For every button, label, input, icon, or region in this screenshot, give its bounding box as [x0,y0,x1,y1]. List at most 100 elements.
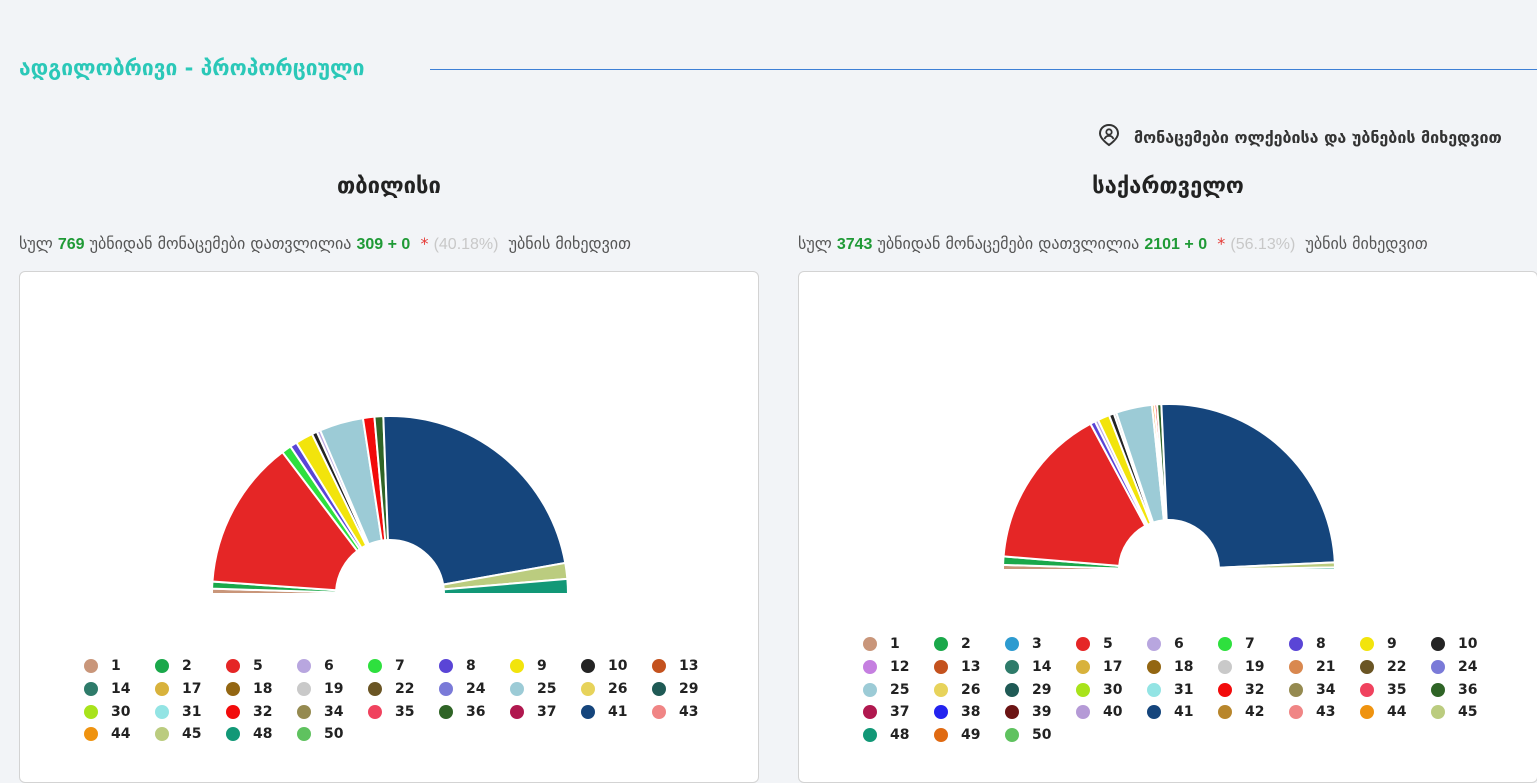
legend-item[interactable]: 35 [368,700,439,723]
legend-item[interactable]: 49 [934,724,1005,747]
chart-slice-5[interactable] [1002,422,1147,567]
legend-label: 22 [1387,659,1407,676]
legend-item[interactable]: 37 [510,700,581,723]
legend-item[interactable]: 14 [1005,656,1076,679]
legend-item[interactable]: 9 [1360,633,1431,656]
legend-item[interactable]: 40 [1076,701,1147,724]
legend-item[interactable]: 2 [155,655,226,678]
legend-item[interactable]: 21 [1289,656,1360,679]
legend-item[interactable]: 31 [155,700,226,723]
legend-item[interactable]: 10 [1431,633,1502,656]
legend-item[interactable]: 5 [226,655,297,678]
summary-counted: 2101 + 0 [1144,236,1208,253]
legend-item[interactable]: 3 [1005,633,1076,656]
legend-label: 39 [1032,704,1052,721]
legend-item[interactable]: 30 [1076,678,1147,701]
legend-item[interactable]: 43 [652,700,723,723]
summary-counted: 309 + 0 [356,236,411,253]
chart-slice-41[interactable] [1160,403,1336,569]
legend-item[interactable]: 41 [1147,701,1218,724]
summary-line: სულ 769 უბნიდან მონაცემები დათვლილია 309… [19,234,631,254]
legend-item[interactable]: 7 [368,655,439,678]
legend-color-dot [226,727,240,742]
legend-item[interactable]: 13 [934,656,1005,679]
panel-title: საქართველო [1092,174,1244,199]
legend-item[interactable]: 32 [1218,678,1289,701]
legend-color-dot [155,727,169,742]
chart-slice-41[interactable] [382,415,567,586]
legend-item[interactable]: 7 [1218,633,1289,656]
legend-item[interactable]: 6 [297,655,368,678]
legend-item[interactable]: 24 [439,678,510,701]
legend-item[interactable]: 50 [297,723,368,746]
legend-label: 19 [324,681,344,698]
legend-color-dot [84,727,98,742]
legend-item[interactable]: 1 [84,655,155,678]
legend-item[interactable]: 39 [1005,701,1076,724]
chart-slice-5[interactable] [211,450,359,592]
legend-color-dot [368,682,382,697]
legend-item[interactable]: 48 [863,724,934,747]
legend-item[interactable]: 22 [1360,656,1431,679]
legend-item[interactable]: 12 [863,656,934,679]
legend-item[interactable]: 34 [297,700,368,723]
legend-item[interactable]: 45 [155,723,226,746]
legend-item[interactable]: 5 [1076,633,1147,656]
legend-item[interactable]: 18 [1147,656,1218,679]
legend-item[interactable]: 31 [1147,678,1218,701]
legend-item[interactable]: 8 [439,655,510,678]
filter-link[interactable]: მონაცემები ოლქებისა და უბნების მიხედვით [1098,123,1502,151]
legend-item[interactable]: 19 [297,678,368,701]
legend-item[interactable]: 14 [84,678,155,701]
legend-color-dot [1431,660,1445,675]
legend-item[interactable]: 41 [581,700,652,723]
legend-label: 8 [1316,636,1326,653]
legend-color-dot [1076,637,1090,652]
legend-item[interactable]: 36 [1431,678,1502,701]
legend-color-dot [155,682,169,697]
location-pin-icon [1098,123,1120,151]
legend-item[interactable]: 10 [581,655,652,678]
legend-item[interactable]: 24 [1431,656,1502,679]
legend-item[interactable]: 8 [1289,633,1360,656]
legend-item[interactable]: 1 [863,633,934,656]
chart-slice-48[interactable] [442,577,570,595]
legend-item[interactable]: 2 [934,633,1005,656]
legend-item[interactable]: 19 [1218,656,1289,679]
legend-item[interactable]: 37 [863,701,934,724]
legend-label: 12 [890,659,910,676]
legend-label: 35 [395,703,415,720]
legend-item[interactable]: 36 [439,700,510,723]
legend-item[interactable]: 29 [1005,678,1076,701]
legend-item[interactable]: 35 [1360,678,1431,701]
legend-label: 17 [182,681,202,698]
legend-item[interactable]: 38 [934,701,1005,724]
legend-item[interactable]: 26 [581,678,652,701]
summary-star: * [420,234,429,253]
legend-item[interactable]: 17 [155,678,226,701]
chart-slice-48[interactable] [1217,566,1337,571]
legend-item[interactable]: 17 [1076,656,1147,679]
legend-item[interactable]: 32 [226,700,297,723]
legend-item[interactable]: 13 [652,655,723,678]
legend-item[interactable]: 34 [1289,678,1360,701]
legend-item[interactable]: 45 [1431,701,1502,724]
legend-label: 34 [324,703,344,720]
legend-item[interactable]: 50 [1005,724,1076,747]
legend-item[interactable]: 48 [226,723,297,746]
legend-color-dot [297,659,311,674]
legend-item[interactable]: 44 [84,723,155,746]
legend-item[interactable]: 6 [1147,633,1218,656]
legend-item[interactable]: 9 [510,655,581,678]
legend-item[interactable]: 25 [510,678,581,701]
legend-item[interactable]: 29 [652,678,723,701]
legend-item[interactable]: 44 [1360,701,1431,724]
legend-item[interactable]: 30 [84,700,155,723]
legend-item[interactable]: 26 [934,678,1005,701]
legend-item[interactable]: 43 [1289,701,1360,724]
legend-item[interactable]: 18 [226,678,297,701]
legend-item[interactable]: 22 [368,678,439,701]
legend-item[interactable]: 42 [1218,701,1289,724]
legend-label: 10 [608,658,628,675]
legend-item[interactable]: 25 [863,678,934,701]
